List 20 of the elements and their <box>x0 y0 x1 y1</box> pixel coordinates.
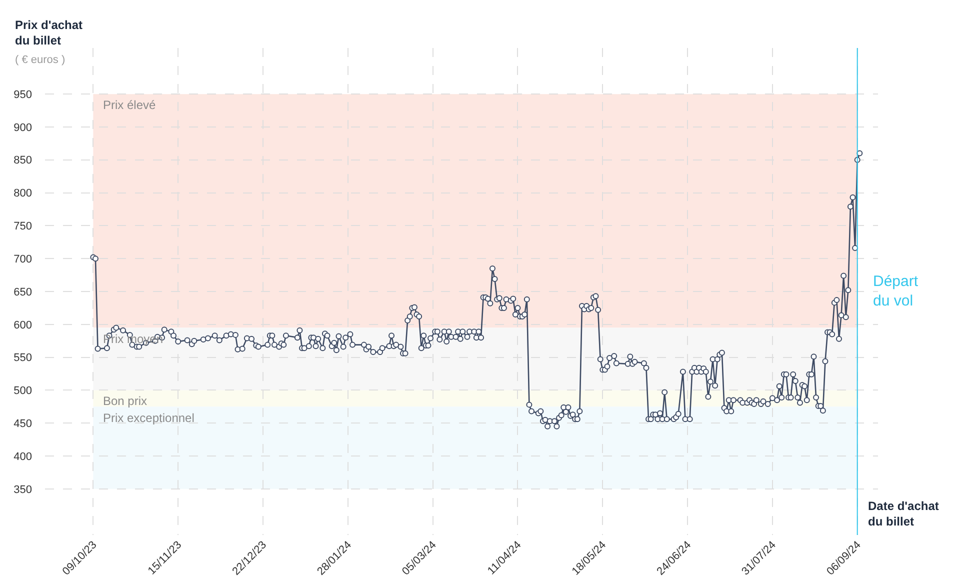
x-axis-title: Date d'achat du billet <box>868 499 939 529</box>
y-tick-label: 400 <box>14 450 32 463</box>
y-tick-label: 500 <box>14 385 32 398</box>
y-tick-label: 600 <box>14 319 32 332</box>
ref-line-label: Départ du vol <box>873 273 919 310</box>
y-tick-label: 350 <box>14 484 32 496</box>
y-tick-label: 750 <box>14 220 32 233</box>
y-tick-label: 650 <box>14 286 32 298</box>
y-tick-label: 950 <box>14 88 32 101</box>
annotation: ( € euros ) <box>15 54 66 66</box>
y-axis-title: Prix d'achat du billet <box>15 18 83 48</box>
y-tick-label: 450 <box>14 418 32 430</box>
y-tick-label: 550 <box>14 352 32 364</box>
y-tick-label: 800 <box>14 188 32 200</box>
band-label: Prix élevé <box>103 98 156 112</box>
y-tick-label: 900 <box>14 122 32 134</box>
band-label: Bon prix <box>103 394 148 408</box>
y-tick-label: 850 <box>14 154 32 167</box>
y-tick-label: 700 <box>14 253 32 266</box>
band-label: Prix exceptionnel <box>103 411 194 425</box>
